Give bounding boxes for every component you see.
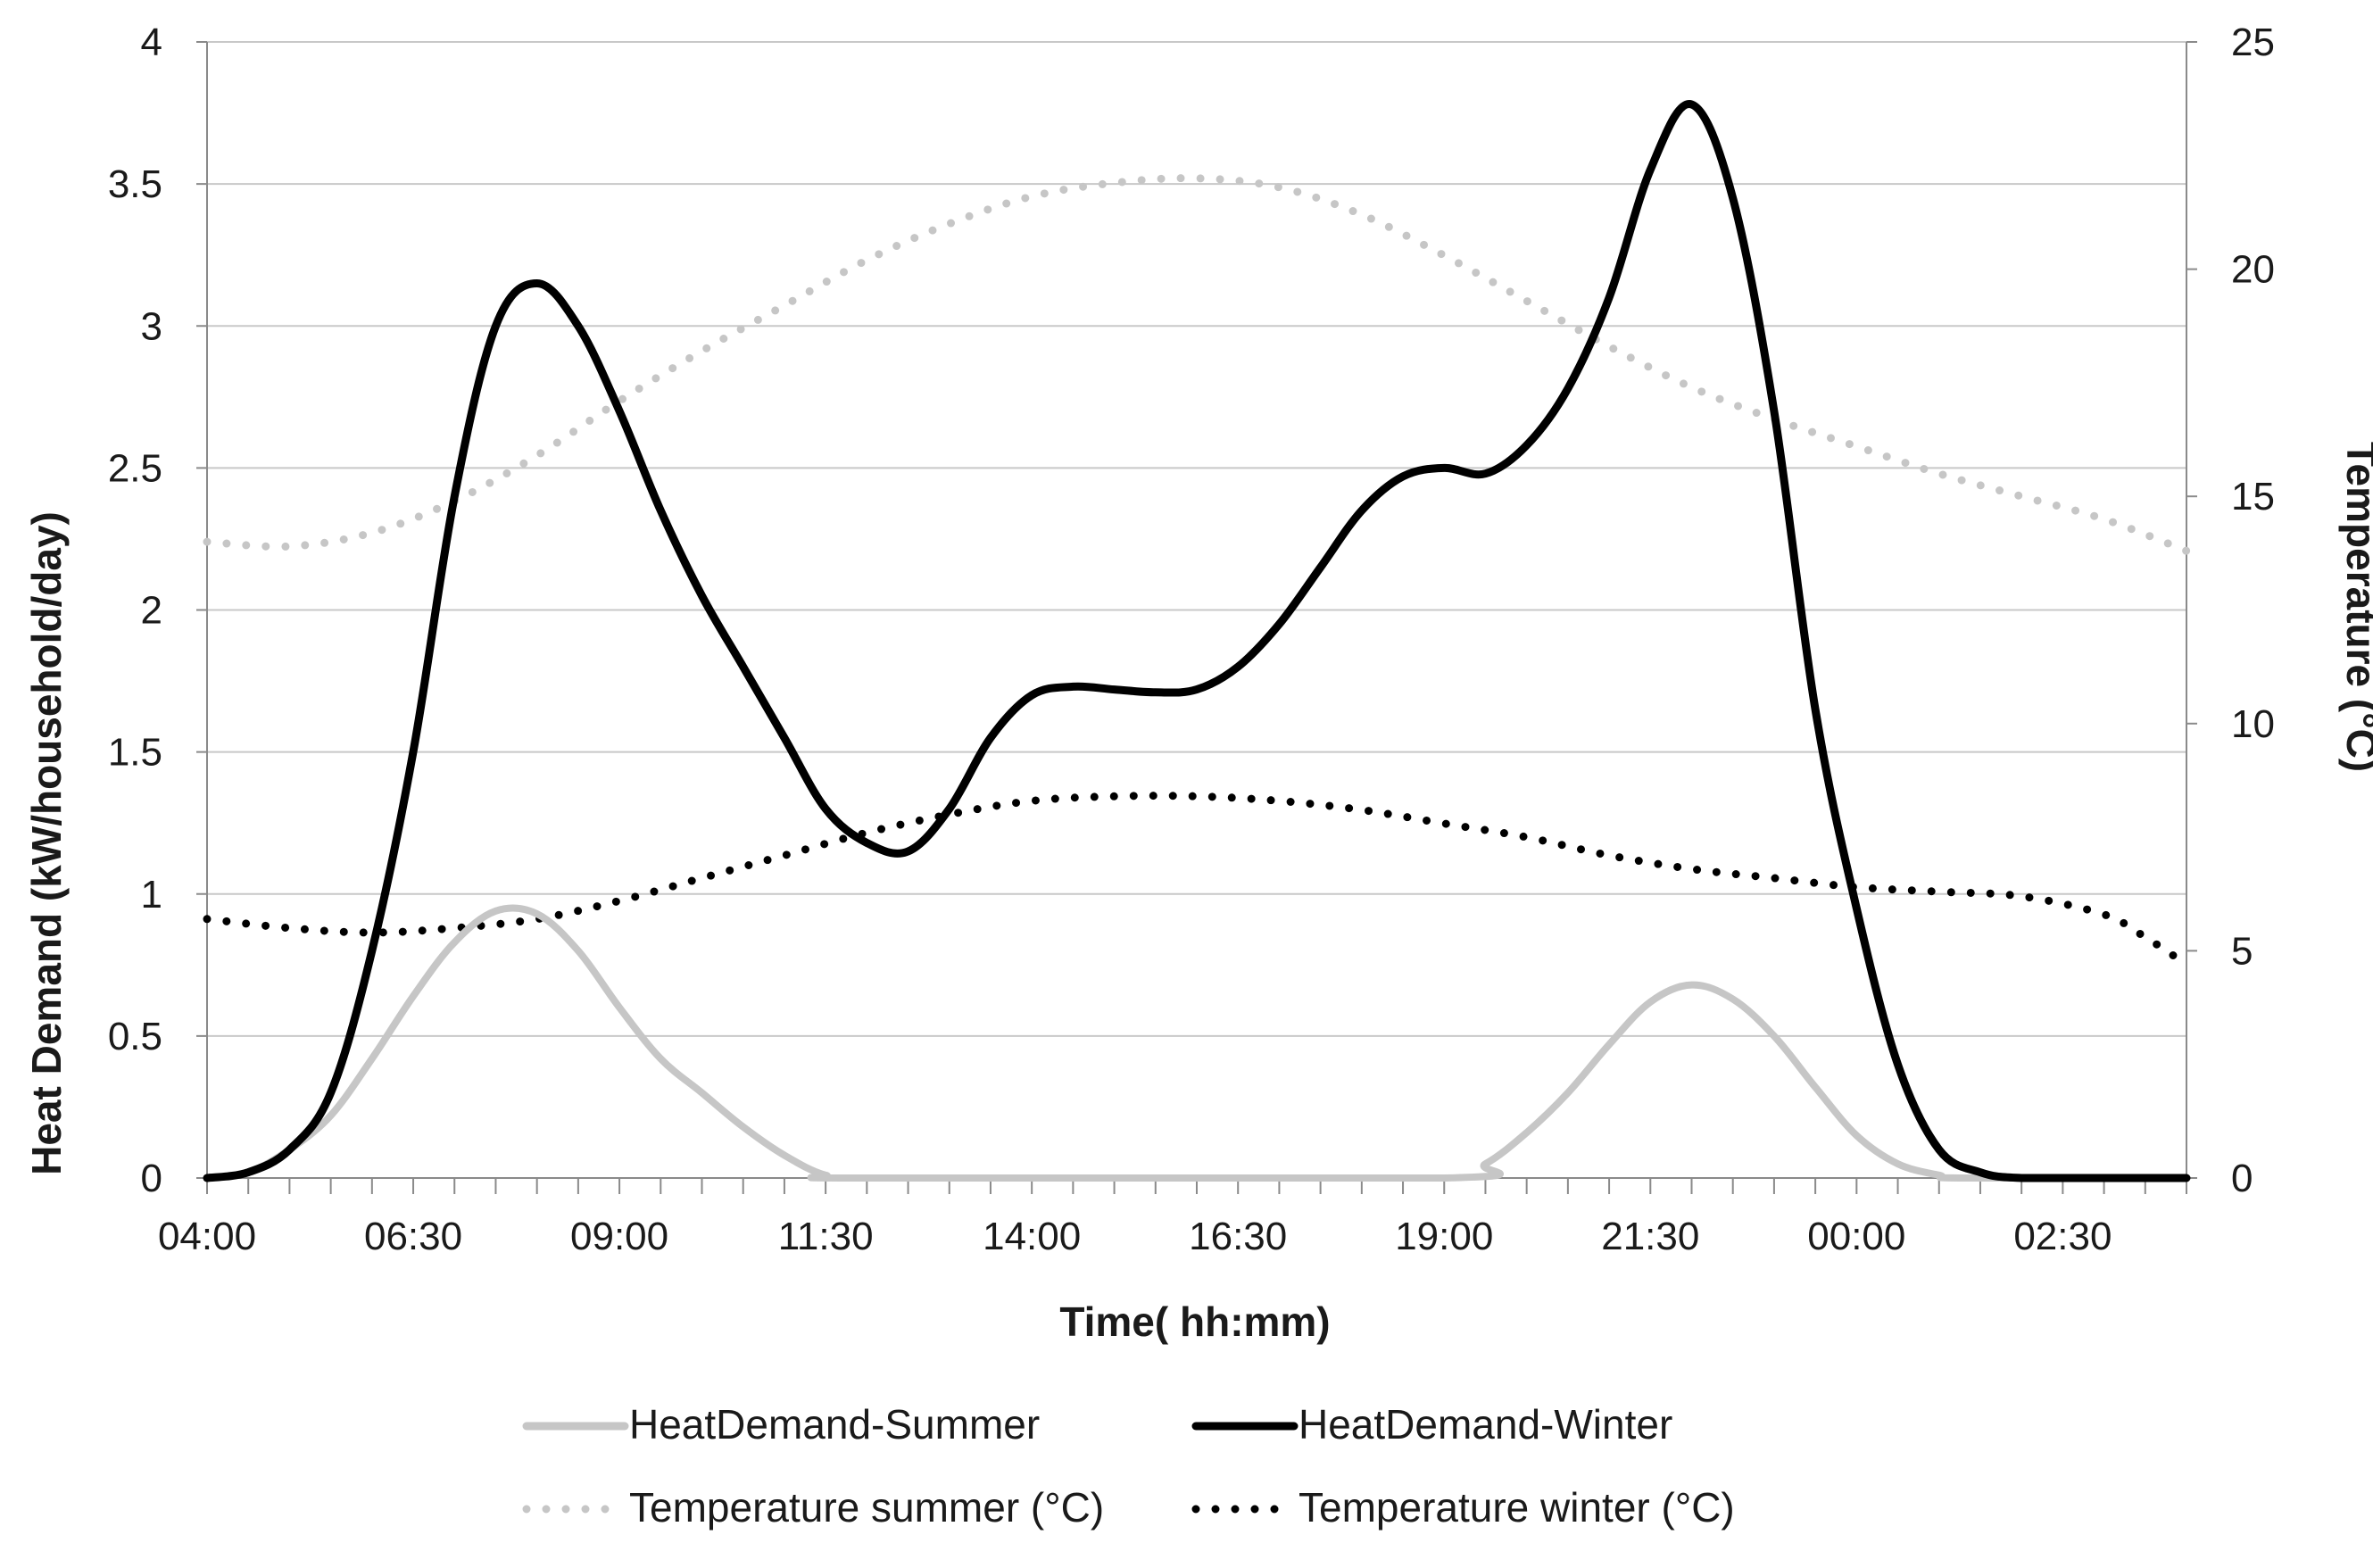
series-lines (203, 100, 2191, 1182)
x-tick-label: 21:30 (1601, 1215, 1699, 1258)
tick-labels: 0 0.5 1 1.5 2 2.5 3 3.5 4 0 5 10 15 20 25 04:00 06:30 09:… (108, 21, 2275, 1258)
y-axis-title: Heat Demand (kW/household/day) (23, 511, 70, 1175)
y-tick-label: 3.5 (108, 162, 162, 206)
y-tick-label: 2 (141, 589, 162, 633)
y-tick-label: 1.5 (108, 731, 162, 775)
y-tick-label: 2.5 (108, 446, 162, 490)
y2-tick-label: 0 (2231, 1157, 2253, 1200)
x-tick-label: 19:00 (1395, 1215, 1493, 1258)
y-tick-label: 0.5 (108, 1015, 162, 1058)
legend-label: HeatDemand-Summer (629, 1401, 1040, 1448)
series-line-heatdemand-winter (203, 100, 2191, 1182)
x-tick-label: 14:00 (983, 1215, 1081, 1258)
y2-tick-label: 25 (2231, 21, 2275, 64)
y-tick-label: 1 (141, 873, 162, 917)
x-tick-label: 09:00 (570, 1215, 668, 1258)
x-tick-label: 04:00 (158, 1215, 256, 1258)
series-line-heatdemand-summer (203, 904, 2190, 1182)
y2-tick-label: 10 (2231, 702, 2275, 746)
y2-tick-label: 5 (2231, 929, 2253, 973)
x-tick-label: 00:00 (1807, 1215, 1905, 1258)
y2-axis-title: Temperature (°C) (2338, 442, 2373, 772)
series-line-temperature-summer-c (203, 174, 2191, 555)
legend: HeatDemand-Summer HeatDemand-Winter Temper… (522, 1401, 1735, 1531)
y-tick-label: 0 (141, 1157, 162, 1200)
x-tick-label: 06:30 (364, 1215, 462, 1258)
x-tick-label: 11:30 (778, 1215, 874, 1258)
y2-tick-label: 15 (2231, 475, 2275, 519)
x-tick-label: 16:30 (1189, 1215, 1287, 1258)
legend-label: HeatDemand-Winter (1299, 1401, 1672, 1448)
gridlines (207, 41, 2186, 1037)
legend-label: Temperature summer (°C) (629, 1484, 1104, 1531)
x-tick-label: 02:30 (2013, 1215, 2112, 1258)
y-tick-label: 3 (141, 304, 162, 348)
y2-tick-label: 20 (2231, 248, 2275, 292)
x-axis-title: Time( hh:mm) (1059, 1298, 1330, 1345)
legend-label: Temperature winter (°C) (1299, 1484, 1735, 1531)
y-tick-label: 4 (141, 21, 162, 64)
